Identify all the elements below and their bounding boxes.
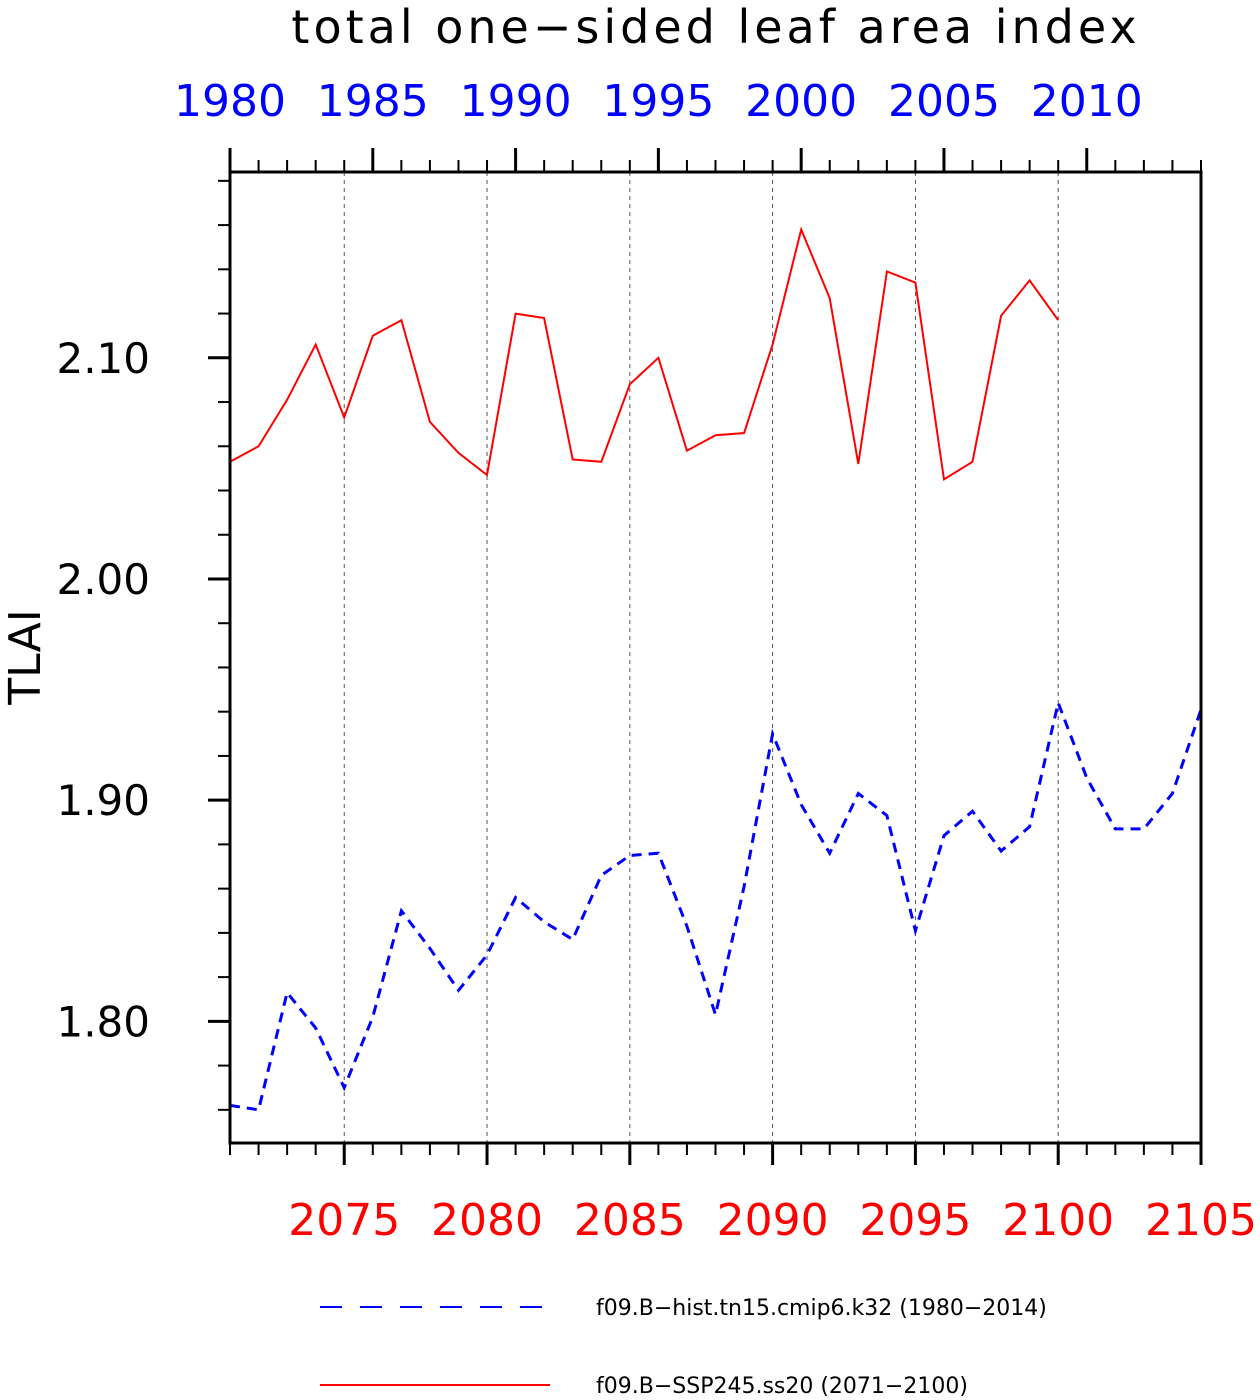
left-axis-tick-label: 1.90 [56,776,150,825]
left-axis-tick-label: 2.10 [56,334,150,383]
left-axis-tick-label: 2.00 [56,555,150,604]
plot-frame [228,170,1203,1145]
legend-label-ssp: f09.B−SSP245.ss20 (2071−2100) [596,1374,968,1399]
top-axis-tick-label: 1990 [460,76,572,127]
bottom-axis-tick-label: 2080 [431,1195,543,1246]
bottom-axis-tick-label: 2085 [574,1195,686,1246]
series-line-hist [229,697,1203,1112]
top-axis-tick-label: 1985 [317,76,429,127]
bottom-axis-tick-label: 2105 [1145,1195,1257,1246]
legend-label-hist: f09.B−hist.tn15.cmip6.k32 (1980−2014) [596,1296,1047,1321]
top-axis-tick-label: 1980 [174,76,286,127]
top-axis-tick-label: 2010 [1031,76,1143,127]
top-axis-tick-label: 1995 [602,76,714,127]
y-axis-label: TLAI [0,609,51,705]
chart-title: total one−sided leaf area index [291,0,1140,54]
top-axis-tick-label: 2000 [745,76,857,127]
bottom-axis-tick-label: 2090 [717,1195,829,1246]
legend: f09.B−hist.tn15.cmip6.k32 (1980−2014) f0… [320,1296,1047,1399]
series-line-ssp245 [229,226,1060,482]
left-axis-tick-label: 1.80 [56,997,150,1046]
series-lines [229,226,1203,1112]
bottom-axis-tick-label: 2075 [288,1195,400,1246]
axis-ticks [208,148,1203,1165]
bottom-axis-tick-label: 2100 [1002,1195,1114,1246]
grid-lines [343,172,1059,1143]
tick-labels: 2075 2080 2085 2090 2095 2100 2105 1980 1985 1990… [56,76,1257,1246]
bottom-axis-tick-label: 2095 [859,1195,971,1246]
top-axis-tick-label: 2005 [888,76,1000,127]
